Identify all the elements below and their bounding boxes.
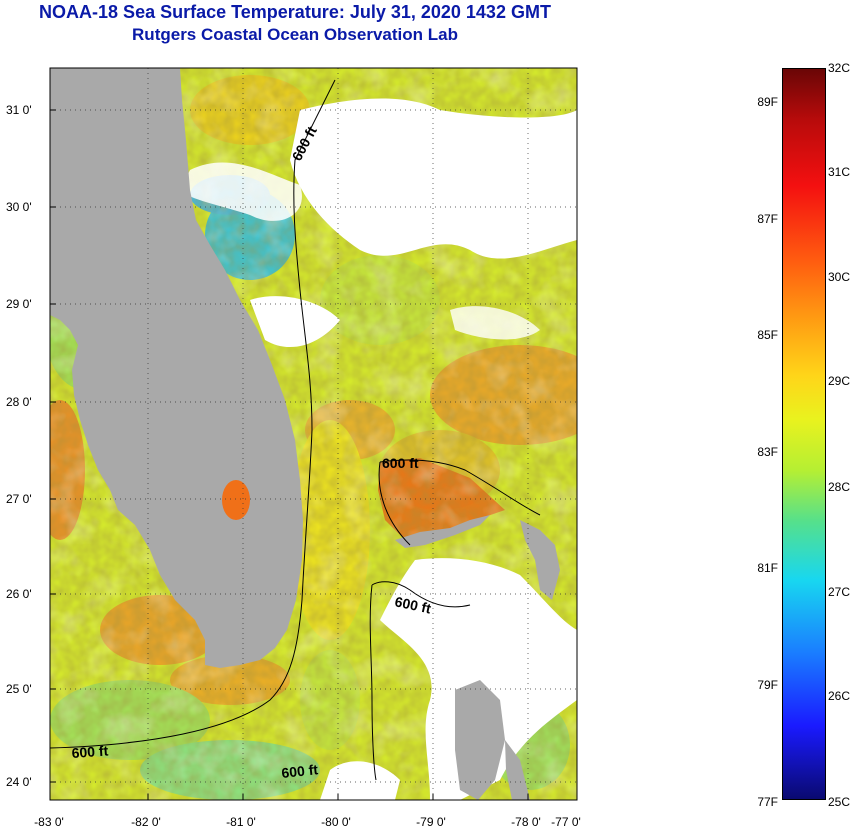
colorbar-label-celsius: 31C xyxy=(828,165,851,179)
colorbar-label-celsius: 30C xyxy=(828,270,851,284)
colorbar-label-celsius: 32C xyxy=(828,61,851,75)
lon-label: -77 0' xyxy=(551,815,581,829)
colorbar-label-fahrenheit: 87F xyxy=(757,212,778,226)
isobath-label-bank: 600 ft xyxy=(382,455,419,471)
lake-okeechobee xyxy=(222,480,250,520)
lon-label: -78 0' xyxy=(511,815,541,829)
colorbar-label-fahrenheit: 89F xyxy=(757,95,778,109)
lat-label: 24 0' xyxy=(6,775,32,789)
isobath-600ft xyxy=(49,79,541,781)
lat-label: 27 0' xyxy=(6,492,32,506)
abaco xyxy=(520,520,560,600)
lon-label: -80 0' xyxy=(321,815,351,829)
isobath-label-channel: 600 ft xyxy=(393,593,432,616)
lat-label: 29 0' xyxy=(6,297,32,311)
lon-label: -81 0' xyxy=(226,815,256,829)
lon-label: -83 0' xyxy=(34,815,64,829)
temperature-colorbar xyxy=(782,68,826,800)
map-title: NOAA-18 Sea Surface Temperature: July 31… xyxy=(39,2,551,22)
lat-label: 31 0' xyxy=(6,103,32,117)
map-subtitle: Rutgers Coastal Ocean Observation Lab xyxy=(132,25,458,44)
colorbar-label-celsius: 28C xyxy=(828,480,851,494)
lon-label: -82 0' xyxy=(131,815,161,829)
isobath-label-west: 600 ft xyxy=(71,742,109,761)
lon-label: -79 0' xyxy=(416,815,446,829)
colorbar-label-celsius: 27C xyxy=(828,585,851,599)
colorbar-label-fahrenheit: 79F xyxy=(757,678,778,692)
axis-ticks xyxy=(50,109,529,800)
colorbar-label-fahrenheit: 77F xyxy=(757,795,778,809)
lat-label: 30 0' xyxy=(6,200,32,214)
lat-label: 25 0' xyxy=(6,682,32,696)
isobath-label-south: 600 ft xyxy=(281,761,319,781)
lat-label: 28 0' xyxy=(6,395,32,409)
map-frame xyxy=(49,67,578,801)
colorbar-label-celsius: 26C xyxy=(828,689,851,703)
colorbar-label-fahrenheit: 85F xyxy=(757,328,778,342)
andros xyxy=(455,680,505,800)
eleuthera xyxy=(505,740,530,800)
colorbar-label-celsius: 29C xyxy=(828,374,851,388)
grand-bahama xyxy=(395,515,490,548)
colorbar-label-fahrenheit: 81F xyxy=(757,561,778,575)
graticule xyxy=(50,68,577,800)
colorbar-label-fahrenheit: 83F xyxy=(757,445,778,459)
lat-label: 26 0' xyxy=(6,587,32,601)
colorbar-label-celsius: 25C xyxy=(828,795,851,809)
